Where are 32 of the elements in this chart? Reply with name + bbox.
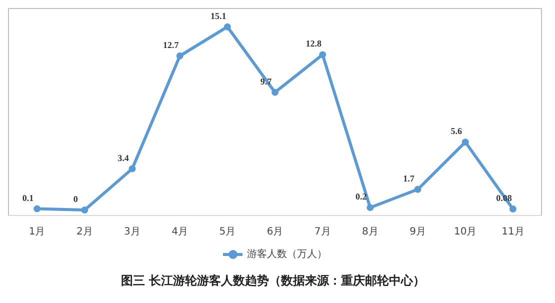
point	[509, 206, 516, 213]
point	[414, 186, 422, 193]
data-label: 3.4	[118, 152, 130, 163]
data-label: 15.1	[210, 10, 227, 21]
x-tick-label: 7月	[314, 226, 331, 238]
x-tick-label: 9月	[410, 226, 426, 238]
point	[224, 23, 231, 30]
x-tick-label: 8月	[362, 226, 378, 238]
point	[462, 138, 469, 146]
data-label: 0	[73, 194, 78, 204]
text: 图三 长江游轮游客人数趋势（数据来源：重庆邮轮中心）	[120, 274, 426, 288]
data-label: 1.7	[403, 173, 415, 184]
x-tick-label: 5月	[219, 226, 236, 238]
point	[366, 204, 374, 212]
data-label: 5.6	[450, 126, 462, 136]
point	[319, 51, 326, 58]
x-tick-label: 2月	[76, 226, 93, 238]
x-tick-label: 10月	[454, 226, 477, 238]
x-tick-label: 6月	[266, 226, 284, 238]
legend-label: 游客人数（万人）	[247, 248, 327, 261]
data-label: 0.1	[22, 192, 34, 203]
point	[272, 88, 278, 96]
point	[34, 205, 41, 212]
x-tick-label: 11月	[502, 226, 524, 238]
data-label: 12.8	[306, 38, 322, 49]
x-tick-label: 3月	[124, 226, 140, 238]
point	[176, 52, 184, 60]
point	[81, 206, 88, 214]
data-label: 12.7	[162, 40, 180, 50]
x-tick-label: 4月	[172, 226, 188, 238]
point	[128, 165, 136, 172]
x-tick-label: 1月	[28, 226, 46, 238]
